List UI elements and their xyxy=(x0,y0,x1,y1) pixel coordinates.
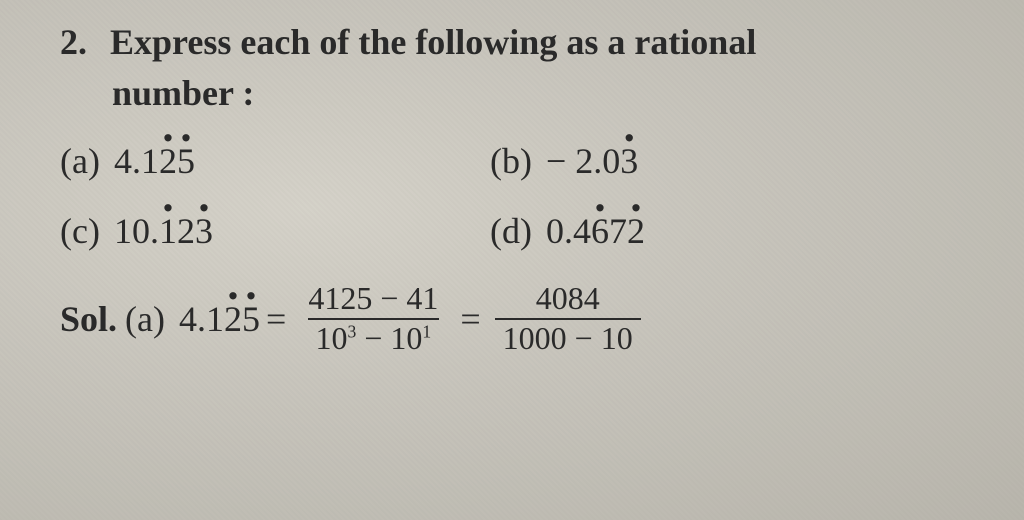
solution-label: Sol. xyxy=(60,298,117,340)
question-prompt-line2: number : xyxy=(112,71,984,116)
repeat-digit: 5 xyxy=(242,298,260,340)
repeat-digit: 5 xyxy=(177,140,195,182)
prefix: 0.4 xyxy=(546,211,591,251)
solution-lhs: 4.125 xyxy=(179,298,260,340)
option-letter: (b) xyxy=(490,140,532,182)
den-mid: − xyxy=(356,320,390,356)
option-letter: (c) xyxy=(60,210,100,252)
den-base: 10 xyxy=(316,320,348,356)
den-exp: 3 xyxy=(348,321,357,341)
prefix: − 2.0 xyxy=(546,141,620,181)
page: 2. Express each of the following as a ra… xyxy=(0,0,1024,520)
question-number: 2. xyxy=(60,21,96,63)
option-c: (c) 10.123 xyxy=(60,210,490,252)
fraction-numerator: 4125 − 41 xyxy=(300,282,446,318)
option-letter: (d) xyxy=(490,210,532,252)
solution-letter: (a) xyxy=(125,298,165,340)
fraction-denominator: 1000 − 10 xyxy=(495,318,641,356)
fraction-1: 4125 − 41 103 − 101 xyxy=(300,282,446,355)
prefix: 10. xyxy=(114,211,159,251)
fraction-numerator: 4084 xyxy=(528,282,608,318)
option-a-value: 4.125 xyxy=(114,140,195,182)
mid-digit: 7 xyxy=(609,211,627,251)
options-row-2: (c) 10.123 (d) 0.4672 xyxy=(60,210,984,252)
equals-sign: = xyxy=(460,298,480,340)
prefix: 4.1 xyxy=(179,299,224,339)
repeat-digit: 6 xyxy=(591,210,609,252)
options-row-1: (a) 4.125 (b) − 2.03 xyxy=(60,140,984,182)
repeat-digit: 2 xyxy=(627,210,645,252)
equals-sign: = xyxy=(266,298,286,340)
repeat-digit: 2 xyxy=(224,298,242,340)
solution-line: Sol. (a) 4.125 = 4125 − 41 103 − 101 = 4… xyxy=(60,282,984,355)
fraction-2: 4084 1000 − 10 xyxy=(495,282,641,355)
option-c-value: 10.123 xyxy=(114,210,213,252)
option-d: (d) 0.4672 xyxy=(490,210,645,252)
mid-digit: 2 xyxy=(177,211,195,251)
question-header: 2. Express each of the following as a ra… xyxy=(60,20,984,65)
repeat-digit: 2 xyxy=(159,140,177,182)
question-prompt-line1: Express each of the following as a ratio… xyxy=(110,20,756,65)
option-a: (a) 4.125 xyxy=(60,140,490,182)
fraction-denominator: 103 − 101 xyxy=(308,318,440,356)
options-block: (a) 4.125 (b) − 2.03 (c) 10.123 (d) xyxy=(60,140,984,252)
option-letter: (a) xyxy=(60,140,100,182)
prefix: 4.1 xyxy=(114,141,159,181)
den-exp: 1 xyxy=(422,321,431,341)
repeat-digit: 3 xyxy=(620,140,638,182)
option-b: (b) − 2.03 xyxy=(490,140,638,182)
option-d-value: 0.4672 xyxy=(546,210,645,252)
den-base: 10 xyxy=(390,320,422,356)
repeat-digit: 1 xyxy=(159,210,177,252)
option-b-value: − 2.03 xyxy=(546,140,638,182)
repeat-digit: 3 xyxy=(195,210,213,252)
